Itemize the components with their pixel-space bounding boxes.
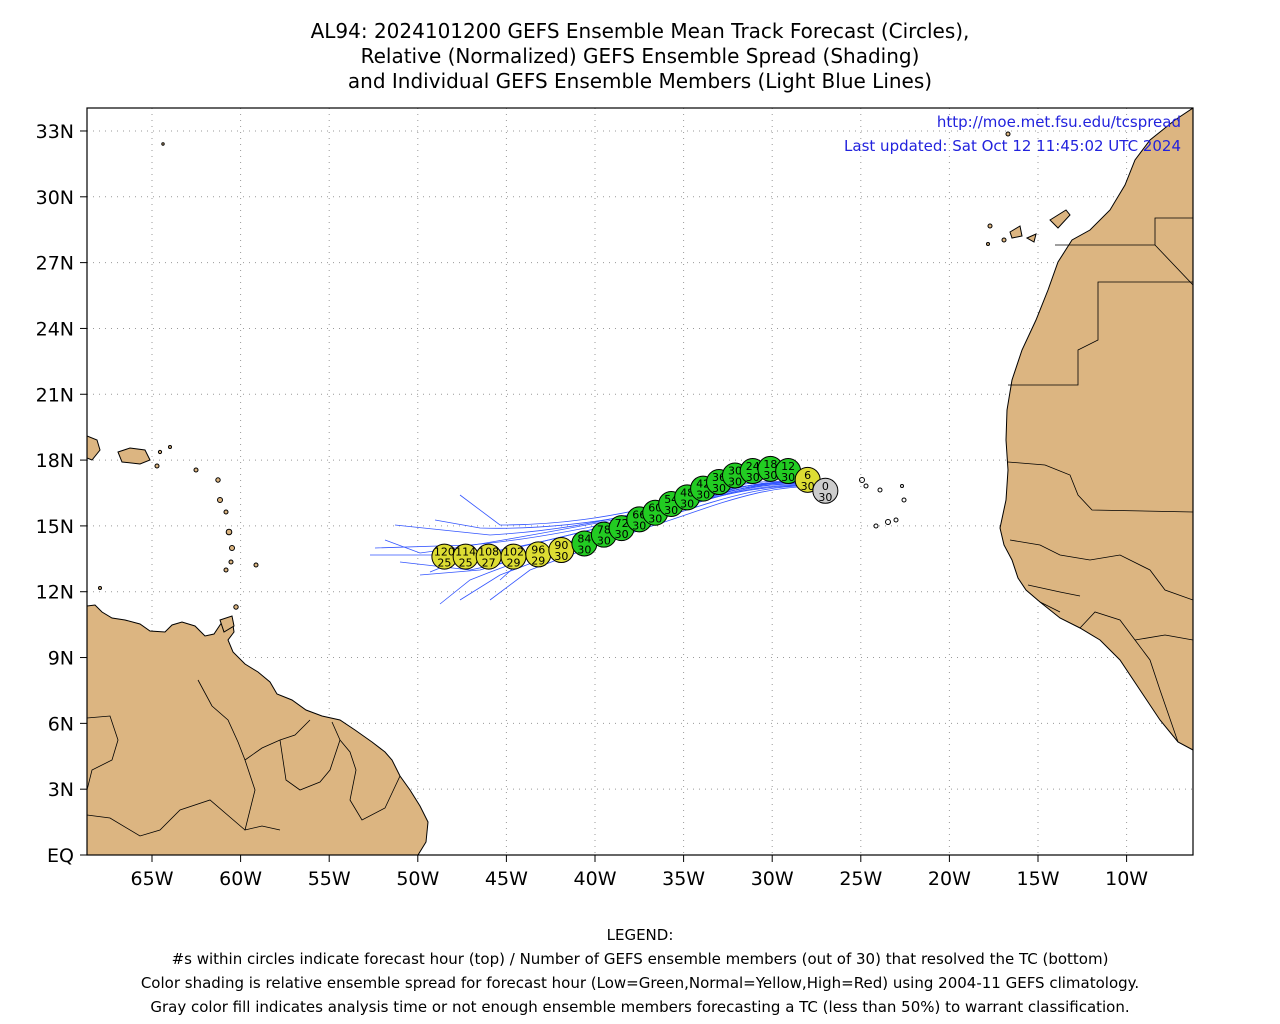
track-member-count: 30	[763, 469, 777, 482]
ensemble-mean-track: 1202511425108271022996299030843078307230…	[431, 455, 839, 570]
track-forecast-hour: 0	[822, 480, 829, 493]
chart-title-line-2: Relative (Normalized) GEFS Ensemble Spre…	[360, 44, 920, 68]
south-america-landmass	[87, 604, 429, 855]
track-member-count: 25	[459, 557, 473, 570]
track-forecast-hour: 108	[478, 546, 499, 559]
lat-tick-label: EQ	[47, 845, 74, 867]
canary-islands	[986, 131, 1071, 246]
track-member-count: 30	[818, 491, 832, 504]
track-forecast-hour: 18	[763, 458, 777, 471]
latitude-ticks: 33N 30N 27N 24N 21N 18N 15N 12N 9N 6N 3N EQ	[36, 121, 87, 867]
lon-tick-label: 50W	[396, 868, 439, 890]
source-url-link[interactable]: http://moe.met.fsu.edu/tcspread	[937, 113, 1181, 131]
track-member-count: 25	[437, 557, 451, 570]
lon-tick-label: 35W	[662, 868, 705, 890]
legend-line-3: Gray color fill indicates analysis time …	[150, 998, 1130, 1016]
legend: LEGEND: #s within circles indicate forec…	[0, 923, 1280, 1019]
track-member-count: 30	[680, 497, 694, 510]
lat-tick-label: 18N	[36, 450, 74, 472]
track-forecast-hour: 102	[503, 546, 524, 559]
legend-line-2: Color shading is relative ensemble sprea…	[140, 974, 1140, 992]
lat-tick-label: 12N	[36, 582, 74, 604]
lat-tick-label: 30N	[36, 187, 74, 209]
lon-tick-label: 55W	[308, 868, 351, 890]
south-america-borders	[87, 679, 401, 837]
track-forecast-hour: 72	[615, 517, 629, 530]
track-member-count: 30	[597, 535, 611, 548]
lon-tick-label: 20W	[928, 868, 971, 890]
puerto-rico-island	[117, 447, 151, 465]
track-member-count: 30	[781, 471, 795, 484]
track-forecast-hour: 24	[746, 460, 760, 473]
track-point: 030	[812, 477, 839, 504]
chart-title-line-1: AL94: 2024101200 GEFS Ensemble Mean Trac…	[310, 19, 970, 43]
track-forecast-hour: 30	[728, 464, 742, 477]
trinidad-island	[219, 615, 235, 633]
track-member-count: 30	[712, 482, 726, 495]
legend-line-1: #s within circles indicate forecast hour…	[171, 950, 1109, 968]
lon-tick-label: 15W	[1017, 868, 1060, 890]
last-updated-text: Last updated: Sat Oct 12 11:45:02 UTC 20…	[844, 137, 1181, 155]
track-member-count: 29	[506, 557, 520, 570]
hispaniola-edge	[87, 435, 101, 461]
track-member-count: 30	[746, 471, 760, 484]
track-member-count: 30	[728, 475, 742, 488]
lon-tick-label: 10W	[1105, 868, 1148, 890]
lon-tick-label: 40W	[574, 868, 617, 890]
track-forecast-hour: 6	[804, 469, 811, 482]
legend-heading: LEGEND:	[606, 926, 674, 944]
lat-tick-label: 15N	[36, 516, 74, 538]
track-member-count: 29	[531, 554, 545, 567]
track-member-count: 30	[554, 550, 568, 563]
africa-borders	[1007, 217, 1193, 743]
lon-tick-label: 65W	[131, 868, 174, 890]
lon-tick-label: 45W	[485, 868, 528, 890]
lat-tick-label: 33N	[36, 121, 74, 143]
lon-tick-label: 60W	[219, 868, 262, 890]
lat-tick-label: 6N	[48, 713, 74, 735]
track-member-count: 30	[615, 528, 629, 541]
cape-verde-islands	[859, 477, 907, 529]
lat-tick-label: 21N	[36, 384, 74, 406]
track-member-count: 30	[648, 513, 662, 526]
track-member-count: 30	[664, 504, 678, 517]
lesser-antilles	[98, 142, 259, 610]
track-member-count: 27	[482, 557, 496, 570]
track-forecast-hour: 120	[434, 546, 455, 559]
map-grid	[87, 108, 1193, 855]
track-circle	[812, 477, 839, 504]
track-forecast-hour: 96	[531, 543, 545, 556]
longitude-ticks: 65W 60W 55W 50W 45W 40W 35W 30W 25W 20W 15W 10W	[131, 855, 1148, 890]
map-frame	[86, 107, 1194, 856]
track-member-count: 30	[577, 543, 591, 556]
lon-tick-label: 30W	[751, 868, 794, 890]
track-forecast-hour: 84	[577, 532, 591, 545]
track-member-count: 30	[801, 480, 815, 493]
track-member-count: 30	[696, 489, 710, 502]
lat-tick-label: 9N	[48, 648, 74, 670]
lat-tick-label: 3N	[48, 779, 74, 801]
lon-tick-label: 25W	[839, 868, 882, 890]
lat-tick-label: 27N	[36, 253, 74, 275]
lat-tick-label: 24N	[36, 318, 74, 340]
track-forecast-hour: 90	[554, 539, 568, 552]
track-member-count: 30	[632, 519, 646, 532]
chart-title-line-3: and Individual GEFS Ensemble Members (Li…	[347, 69, 933, 93]
track-forecast-hour: 12	[781, 460, 795, 473]
track-forecast-hour: 114	[455, 546, 476, 559]
track-forecast-hour: 78	[597, 524, 611, 537]
